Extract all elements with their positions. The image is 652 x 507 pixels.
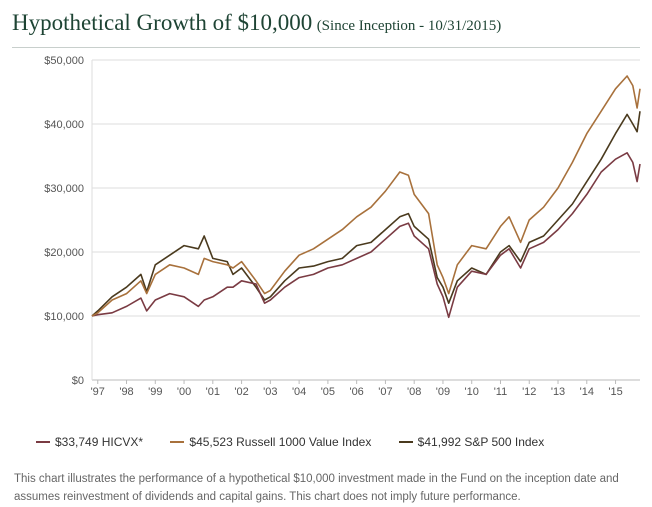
chart-title-main: Hypothetical Growth of $10,000 (12, 10, 313, 35)
legend-item-russell[interactable]: $45,523 Russell 1000 Value Index (170, 435, 371, 449)
title-divider (12, 47, 640, 48)
x-tick-label: '15 (608, 386, 622, 398)
x-tick-label: '09 (436, 386, 450, 398)
x-tick-label: '10 (465, 386, 479, 398)
x-tick-label: '02 (234, 386, 248, 398)
chart-legend: $33,749 HICVX* $45,523 Russell 1000 Valu… (36, 432, 568, 449)
growth-chart: $0 $10,000 $20,000 $30,000 $40,000 $50,000 '9… (44, 55, 641, 398)
legend-label-hicvx: $33,749 HICVX* (55, 435, 144, 449)
x-tick-label: '98 (119, 386, 133, 398)
chart-footnote: This chart illustrates the performance o… (14, 473, 619, 503)
x-tick-label: '97 (91, 386, 105, 398)
y-tick-label: $40,000 (44, 119, 84, 131)
x-tick-label: '12 (522, 386, 536, 398)
y-tick-label: $20,000 (44, 247, 84, 259)
x-tick-label: '13 (551, 386, 565, 398)
x-tick-label: '04 (292, 386, 306, 398)
x-tick-label: '00 (177, 386, 191, 398)
legend-item-hicvx[interactable]: $33,749 HICVX* (36, 435, 143, 449)
x-tick-label: '07 (378, 386, 392, 398)
legend-label-russell: $45,523 Russell 1000 Value Index (189, 435, 372, 449)
y-tick-label: $50,000 (44, 55, 84, 67)
series-line-russell-1000-value-index (91, 75, 641, 317)
chart-lines (91, 75, 641, 319)
y-tick-label: $0 (72, 375, 84, 387)
chart-grid (91, 59, 640, 381)
x-tick-label: '14 (580, 386, 594, 398)
x-tick-label: '06 (349, 386, 363, 398)
x-tick-label: '99 (148, 386, 162, 398)
legend-swatch-hicvx (36, 441, 50, 443)
legend-swatch-sp500 (398, 441, 413, 443)
x-tick-label: '03 (263, 386, 277, 398)
y-tick-label: $10,000 (44, 311, 84, 323)
legend-label-sp500: $41,992 S&P 500 Index (417, 435, 545, 449)
legend-swatch-russell (170, 441, 185, 443)
x-axis: '97 '98 '99 '00 '01 '02 '03 '04 '05 '06 '07 '08 '09 '… (91, 380, 623, 398)
series-line-hicvx (91, 152, 641, 319)
x-tick-label: '11 (494, 386, 508, 398)
series-line-s-p-500-index (91, 111, 641, 317)
x-tick-label: '05 (321, 386, 335, 398)
y-axis: $0 $10,000 $20,000 $30,000 $40,000 $50,000 (44, 55, 84, 387)
legend-item-sp500[interactable]: $41,992 S&P 500 Index (398, 435, 545, 449)
y-tick-label: $30,000 (44, 183, 84, 195)
chart-title-subtitle: (Since Inception - 10/31/2015) (316, 18, 502, 34)
x-tick-label: '01 (206, 386, 220, 398)
chart-title: Hypothetical Growth of $10,000 (Since In… (12, 10, 501, 36)
x-tick-label: '08 (407, 386, 421, 398)
